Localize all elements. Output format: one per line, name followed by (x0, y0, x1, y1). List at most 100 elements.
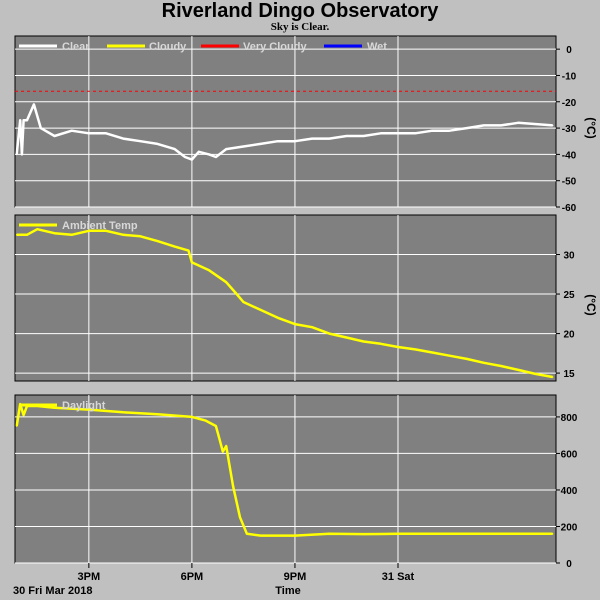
data-point (448, 129, 451, 132)
data-point (88, 132, 90, 135)
data-point (191, 261, 193, 264)
data-point (551, 376, 554, 378)
daylight-series (15, 402, 554, 537)
data-point (500, 365, 502, 367)
data-point (277, 140, 279, 142)
chart-title: Riverland Dingo Observatory (161, 0, 439, 22)
data-point (22, 119, 25, 121)
data-point (40, 127, 42, 129)
ambient-temp-grid (15, 215, 556, 381)
legend-cloudy-label: Cloudy (149, 41, 187, 53)
data-point (517, 122, 519, 124)
ambient-temp-yticks: 30 25 20 15 (556, 251, 575, 380)
ambient-temp-plot-area (14, 214, 557, 382)
data-point (225, 281, 227, 284)
data-point (465, 533, 468, 535)
y-tick-label: 20 (563, 330, 575, 341)
data-point (414, 132, 417, 135)
data-point (156, 143, 159, 145)
data-point (345, 336, 348, 339)
data-point (328, 137, 331, 140)
y-tick-label: 25 (563, 290, 575, 301)
y-tick-label: -10 (562, 71, 577, 82)
ambient-temp-series (15, 227, 554, 379)
data-point (191, 158, 193, 161)
data-point (232, 485, 234, 488)
legend-very-cloudy-label: Very Cloudy (243, 41, 307, 53)
y-tick-label: 30 (563, 251, 575, 262)
y-tick-label: 15 (563, 369, 575, 380)
sky-temp-yticks: 0 -10 -20 -30 -40 -50 -60 (556, 45, 577, 214)
data-point (15, 234, 18, 236)
data-point (500, 124, 502, 127)
daylight-panel: 800 600 400 200 0 Daylight (14, 394, 578, 570)
x-axis-start-label: 30 Fri Mar 2018 (13, 585, 93, 597)
x-axis: 3PM 6PM 9PM 31 Sat (78, 563, 415, 583)
data-point (277, 317, 279, 319)
data-point (465, 358, 468, 360)
data-point (15, 425, 18, 427)
data-point (19, 119, 22, 121)
y-tick-label: 800 (561, 413, 578, 424)
daylight-yticks: 800 600 400 200 0 (556, 413, 578, 570)
legend-wet-label: Wet (367, 41, 387, 53)
data-point (122, 137, 124, 140)
data-point (222, 450, 224, 453)
sky-temp-series (15, 103, 554, 161)
data-point (294, 140, 296, 142)
data-point (122, 234, 124, 236)
data-point (242, 301, 245, 303)
data-point (345, 135, 348, 137)
data-point (204, 419, 207, 422)
sky-temp-legend: Clear Cloudy Very Cloudy Wet (19, 41, 387, 53)
y-tick-label: -40 (562, 150, 577, 161)
legend-ambient-label: Ambient Temp (62, 220, 138, 232)
ambient-temp-panel: 30 25 20 15 (°C) Ambient Temp (14, 214, 598, 382)
ambient-temp-ylabel: (°C) (584, 294, 598, 315)
data-point (191, 416, 193, 418)
data-point (70, 129, 73, 132)
data-point (431, 129, 434, 132)
data-point (88, 230, 90, 232)
daylight-legend: Daylight (19, 400, 106, 412)
data-point (483, 362, 485, 364)
data-point (215, 425, 217, 427)
data-point (53, 407, 56, 409)
y-tick-label: 400 (561, 486, 578, 497)
y-tick-label: -30 (562, 124, 577, 135)
data-point (397, 346, 399, 348)
data-point (259, 534, 262, 537)
data-point (26, 119, 28, 121)
sky-temp-panel: 0 -10 -20 -30 -40 -50 -60 (°C) Clear Cloudy Ve… (14, 35, 598, 214)
data-point (483, 124, 485, 127)
ambient-temp-legend: Ambient Temp (19, 220, 138, 232)
data-point (26, 234, 28, 236)
data-point (215, 156, 217, 158)
data-point (53, 135, 56, 137)
data-point (311, 326, 313, 329)
data-point (105, 132, 107, 135)
x-axis-label: Time (275, 585, 300, 597)
data-point (242, 145, 245, 148)
data-point (225, 148, 227, 150)
data-point (218, 438, 221, 440)
data-point (431, 533, 434, 535)
data-point (33, 103, 35, 106)
sky-temp-ylabel: (°C) (584, 117, 598, 138)
data-point (328, 533, 331, 535)
data-point (534, 373, 537, 375)
y-tick-label: 600 (561, 449, 578, 460)
data-point (328, 332, 331, 335)
data-point (431, 351, 434, 354)
data-point (465, 127, 468, 129)
data-point (22, 414, 25, 416)
data-point (551, 124, 554, 127)
daylight-plot-area (14, 394, 557, 564)
data-point (397, 533, 399, 535)
data-point (105, 230, 107, 232)
data-point (139, 235, 142, 238)
data-point (362, 533, 365, 535)
data-point (139, 140, 142, 142)
x-tick-label: 9PM (284, 571, 307, 583)
